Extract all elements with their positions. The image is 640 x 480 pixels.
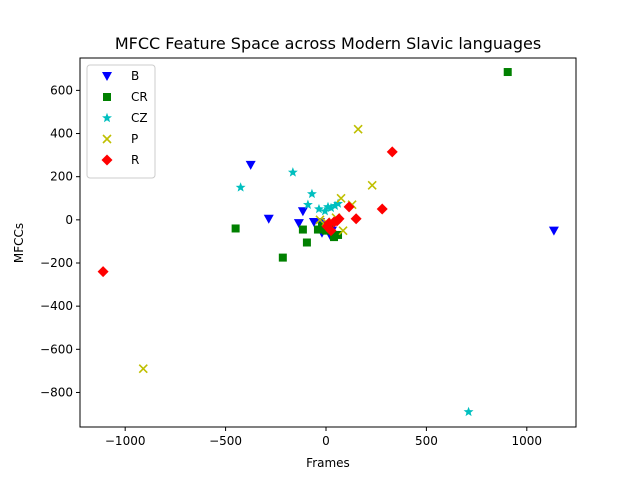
- x-tick-label: 0: [322, 434, 330, 448]
- y-tick-label: −800: [40, 385, 73, 399]
- y-tick-label: 400: [50, 127, 73, 141]
- data-point-cr: [298, 225, 307, 234]
- data-point-b: [263, 214, 274, 224]
- data-point-cr: [334, 230, 343, 239]
- axes-frame: [79, 57, 577, 428]
- series-cz: [235, 167, 474, 417]
- data-point-r: [333, 213, 345, 225]
- series-r: [97, 146, 398, 278]
- y-tick-label: 200: [50, 170, 73, 184]
- legend-label-b: B: [131, 69, 139, 83]
- legend-label-cz: CZ: [131, 111, 148, 125]
- y-tick-label: −400: [40, 299, 73, 313]
- plot-area: −1000 −500 0 500 1000 −800 −600 −400 −200 0 200 400…: [40, 57, 577, 448]
- x-tick-label: −1000: [105, 434, 146, 448]
- legend-label-cr: CR: [131, 90, 148, 104]
- legend-marker-cz: [102, 112, 112, 123]
- data-point-cz: [326, 202, 336, 213]
- legend-marker-p: [102, 134, 112, 144]
- data-point-cz: [302, 199, 313, 209]
- data-point-cz: [333, 198, 343, 208]
- legend-marker-cr: [103, 93, 111, 101]
- data-point-b: [293, 219, 304, 229]
- data-point-r: [350, 213, 362, 225]
- legend-label-p: P: [131, 132, 138, 146]
- data-point-cz: [463, 406, 474, 417]
- data-point-b: [548, 226, 559, 236]
- data-point-cz: [320, 206, 330, 216]
- data-point-r: [386, 146, 398, 158]
- data-point-cz: [235, 182, 246, 192]
- data-point-r: [97, 266, 109, 278]
- data-point-cr: [330, 233, 339, 242]
- series-p: [138, 124, 377, 374]
- series-cr: [231, 68, 512, 262]
- data-point-cr: [313, 225, 322, 234]
- data-point-cz: [306, 188, 317, 199]
- y-tick-label: −600: [40, 342, 73, 356]
- data-point-b: [297, 207, 308, 217]
- data-point-p: [315, 215, 325, 225]
- data-point-p: [367, 180, 377, 190]
- data-point-cr: [231, 224, 240, 233]
- x-tick-label: 500: [415, 434, 438, 448]
- data-point-cr: [278, 253, 287, 262]
- data-point-cz: [330, 200, 340, 211]
- chart-title: MFCC Feature Space across Modern Slavic …: [115, 34, 541, 53]
- data-point-p: [353, 124, 363, 134]
- legend: B CR CZ PR: [86, 64, 156, 179]
- y-axis-label: MFCCs: [12, 223, 26, 263]
- y-tick-label: 600: [50, 83, 73, 97]
- y-tick-label: −200: [40, 256, 73, 270]
- data-point-r: [376, 203, 388, 215]
- y-tick-label: 0: [65, 213, 73, 227]
- legend-label-r: R: [131, 153, 139, 167]
- data-point-cr: [302, 238, 311, 247]
- data-point-b: [245, 160, 256, 170]
- x-axis-label: Frames: [306, 456, 350, 470]
- data-point-cz: [314, 203, 324, 214]
- data-point-r: [343, 201, 355, 213]
- data-point-r: [325, 225, 337, 237]
- legend-marker-b: [102, 72, 112, 81]
- data-point-cz: [287, 167, 298, 177]
- data-point-p: [338, 226, 348, 236]
- data-point-cr: [503, 68, 512, 77]
- x-tick-label: 1000: [512, 434, 543, 448]
- legend-marker-r: [101, 154, 113, 166]
- x-tick-label: −500: [209, 434, 242, 448]
- data-point-p: [138, 364, 148, 374]
- data-point-p: [336, 193, 346, 203]
